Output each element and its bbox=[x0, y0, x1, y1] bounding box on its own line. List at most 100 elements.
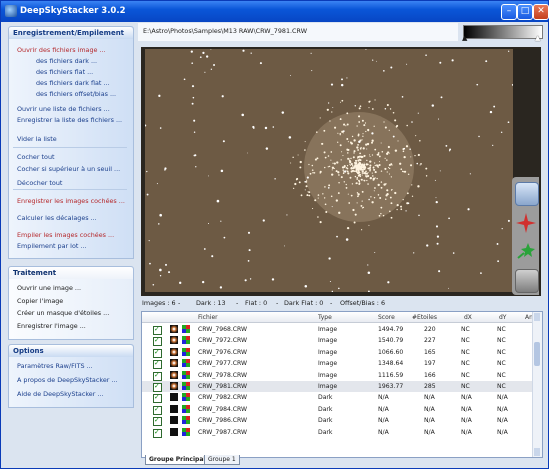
dark-files-link[interactable]: des fichiers dark ... bbox=[36, 57, 98, 65]
add-star-tool-icon[interactable] bbox=[515, 212, 537, 234]
cell-dx: NC bbox=[461, 383, 470, 390]
table-row[interactable]: CRW_7986.CRW Dark N/A N/A N/A N/A bbox=[142, 415, 532, 427]
table-row[interactable]: CRW_7972.CRW Image 1540.79 227 NC NC bbox=[142, 335, 532, 347]
clear-list-link[interactable]: Vider la liste bbox=[17, 135, 57, 143]
tab-group-1[interactable]: Groupe 1 bbox=[204, 455, 240, 465]
separator bbox=[13, 147, 127, 148]
scroll-up-button[interactable] bbox=[534, 313, 540, 321]
row-checkbox[interactable] bbox=[153, 393, 162, 404]
table-row[interactable]: CRW_7984.CRW Dark N/A N/A N/A N/A bbox=[142, 404, 532, 415]
black-point-slider[interactable]: ▲ bbox=[462, 34, 468, 42]
cell-stars: 220 bbox=[424, 326, 436, 333]
compute-offsets-link[interactable]: Calculer les décalages ... bbox=[17, 214, 97, 222]
copy-image-link[interactable]: Copier l'image bbox=[17, 297, 64, 305]
options-group: Options Paramètres Raw/FITS ... A propos… bbox=[8, 344, 134, 408]
table-row[interactable]: CRW_7987.CRW Dark N/A N/A N/A N/A bbox=[142, 427, 532, 438]
stack-checked-link[interactable]: Empiler les images cochées ... bbox=[17, 231, 115, 239]
dark-flat-files-link[interactable]: des fichiers dark flat ... bbox=[36, 79, 110, 87]
row-thumbnail-icon bbox=[170, 359, 178, 368]
column-header[interactable]: An bbox=[525, 314, 533, 321]
column-header[interactable]: dY bbox=[499, 314, 507, 321]
cell-dy: NC bbox=[497, 383, 506, 390]
row-checkbox[interactable] bbox=[153, 416, 162, 427]
minimize-button[interactable]: – bbox=[501, 4, 517, 20]
vertical-scrollbar[interactable] bbox=[532, 312, 542, 457]
table-row[interactable]: CRW_7982.CRW Dark N/A N/A N/A N/A bbox=[142, 392, 532, 404]
column-header[interactable]: Type bbox=[318, 314, 332, 321]
table-row[interactable]: CRW_7976.CRW Image 1066.60 165 NC NC bbox=[142, 347, 532, 358]
options-group-header[interactable]: Options bbox=[9, 345, 133, 357]
row-thumbnail-icon bbox=[170, 427, 178, 436]
cell-file: CRW_7982.CRW bbox=[198, 394, 248, 402]
uncheck-all-link[interactable]: Décocher tout bbox=[17, 179, 63, 187]
close-button[interactable]: ✕ bbox=[533, 4, 549, 20]
check-above-link[interactable]: Cocher si supérieur à un seuil ... bbox=[17, 165, 121, 173]
column-header[interactable]: Fichier bbox=[198, 314, 218, 321]
column-header[interactable]: Score bbox=[378, 314, 395, 321]
cell-stars: N/A bbox=[424, 417, 435, 425]
title-bar[interactable]: DeepSkyStacker 3.0.2 – □ ✕ bbox=[1, 1, 549, 22]
row-checkbox[interactable] bbox=[153, 348, 162, 358]
cell-stars: N/A bbox=[424, 428, 435, 436]
column-header[interactable]: dX bbox=[464, 314, 472, 321]
check-all-link[interactable]: Cocher tout bbox=[17, 153, 55, 161]
white-point-slider[interactable]: ▲ bbox=[535, 34, 541, 42]
bayer-matrix-icon bbox=[182, 416, 190, 425]
maximize-button[interactable]: □ bbox=[517, 4, 533, 20]
column-header[interactable]: #Etoiles bbox=[412, 314, 437, 321]
select-rect-tool-icon[interactable] bbox=[515, 182, 539, 206]
cell-dy: NC bbox=[497, 337, 506, 345]
flat-files-link[interactable]: des fichiers flat ... bbox=[36, 68, 94, 76]
image-viewer[interactable] bbox=[141, 47, 541, 296]
cell-type: Dark bbox=[318, 405, 333, 413]
raw-settings-link[interactable]: Paramètres Raw/FITS ... bbox=[17, 362, 93, 370]
cell-dy: NC bbox=[497, 326, 506, 333]
row-checkbox[interactable] bbox=[153, 428, 162, 438]
cell-dy: NC bbox=[497, 371, 506, 379]
row-checkbox[interactable] bbox=[153, 371, 162, 381]
cell-stars: 166 bbox=[424, 371, 436, 379]
file-list[interactable]: Fichier Type Score #Etoiles dX dY An CRW… bbox=[141, 311, 543, 458]
open-image-link[interactable]: Ouvrir une image ... bbox=[17, 284, 82, 292]
save-image-link[interactable]: Enregistrer l'image ... bbox=[17, 322, 86, 330]
tab-main-group[interactable]: Groupe Principal bbox=[145, 455, 210, 465]
processing-group-header[interactable]: Traitement bbox=[9, 267, 133, 279]
row-thumbnail-icon bbox=[170, 325, 178, 333]
save-list-link[interactable]: Enregistrer la liste des fichiers ... bbox=[17, 116, 123, 124]
row-checkbox[interactable] bbox=[153, 405, 162, 415]
register-checked-link[interactable]: Enregistrer les images cochées ... bbox=[17, 197, 125, 205]
row-thumbnail-icon bbox=[170, 370, 178, 379]
row-checkbox[interactable] bbox=[153, 359, 162, 370]
cell-score: 1963.77 bbox=[378, 383, 404, 390]
offset-count: Offset/Bias : 6 bbox=[340, 299, 386, 307]
row-checkbox[interactable] bbox=[153, 382, 162, 392]
open-images-link[interactable]: Ouvrir des fichiers image ... bbox=[17, 46, 106, 54]
bayer-matrix-icon bbox=[182, 404, 190, 413]
scroll-thumb[interactable] bbox=[534, 342, 540, 366]
cell-file: CRW_7977.CRW bbox=[198, 360, 248, 368]
bayer-matrix-icon bbox=[182, 370, 190, 379]
comet-tool-icon[interactable] bbox=[515, 239, 537, 261]
table-row[interactable]: CRW_7968.CRW Image 1494.79 220 NC NC bbox=[142, 324, 532, 335]
about-link[interactable]: A propos de DeepSkyStacker ... bbox=[17, 376, 118, 384]
table-row[interactable]: CRW_7977.CRW Image 1348.64 197 NC NC bbox=[142, 358, 532, 370]
levels-gradient[interactable]: ▲ ▲ bbox=[462, 25, 543, 42]
save-edits-tool-icon[interactable] bbox=[515, 269, 539, 293]
help-link[interactable]: Aide de DeepSkyStacker ... bbox=[17, 390, 104, 398]
stacking-group-header[interactable]: Enregistrement/Empilement bbox=[9, 27, 133, 39]
star-mask-link[interactable]: Créer un masque d'étoiles ... bbox=[17, 309, 110, 317]
batch-stacking-link[interactable]: Empilement par lot ... bbox=[17, 242, 87, 250]
row-thumbnail-icon bbox=[170, 347, 178, 356]
astro-image[interactable] bbox=[145, 49, 513, 292]
table-row[interactable]: CRW_7981.CRW Image 1963.77 285 NC NC bbox=[142, 381, 532, 392]
scroll-down-button[interactable] bbox=[534, 448, 540, 456]
offset-files-link[interactable]: des fichiers offset/bias ... bbox=[36, 90, 117, 98]
table-row[interactable]: CRW_7978.CRW Image 1116.59 166 NC NC bbox=[142, 370, 532, 381]
open-list-link[interactable]: Ouvrir une liste de fichiers ... bbox=[17, 105, 110, 113]
row-checkbox[interactable] bbox=[153, 336, 162, 347]
cell-type: Dark bbox=[318, 394, 333, 402]
row-checkbox[interactable] bbox=[153, 325, 162, 335]
bayer-matrix-icon bbox=[182, 359, 190, 368]
separator-dash: - bbox=[178, 299, 181, 307]
bayer-matrix-icon bbox=[182, 336, 190, 345]
